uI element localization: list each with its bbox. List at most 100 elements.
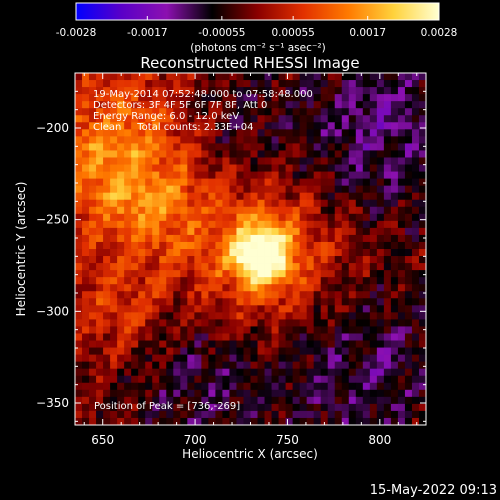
image-pixel — [390, 319, 399, 327]
image-pixel — [271, 347, 279, 355]
image-pixel — [152, 143, 160, 151]
image-pixel — [278, 220, 286, 229]
image-pixel — [285, 319, 294, 327]
image-pixel — [341, 340, 350, 348]
image-pixel — [334, 150, 343, 158]
image-pixel — [194, 199, 202, 208]
image-pixel — [257, 340, 265, 348]
image-pixel — [229, 234, 237, 243]
image-pixel — [75, 157, 83, 165]
image-pixel — [82, 263, 90, 271]
image-pixel — [145, 347, 153, 355]
image-pixel — [348, 291, 357, 299]
colorbar-frame — [75, 2, 440, 21]
image-pixel — [96, 291, 104, 299]
image-pixel — [264, 256, 272, 264]
image-pixel — [341, 129, 350, 137]
image-pixel — [334, 115, 343, 123]
image-pixel — [131, 115, 139, 123]
image-pixel — [166, 192, 174, 201]
image-pixel — [173, 354, 181, 363]
image-pixel — [264, 108, 272, 116]
image-pixel — [369, 171, 378, 179]
image-pixel — [313, 122, 322, 130]
image-pixel — [285, 340, 294, 348]
image-pixel — [362, 80, 371, 88]
image-pixel — [173, 347, 181, 355]
image-pixel — [369, 143, 378, 151]
image-pixel — [285, 256, 294, 264]
image-pixel — [327, 389, 336, 398]
image-pixel — [110, 277, 118, 285]
image-pixel — [229, 80, 237, 88]
image-pixel — [131, 164, 139, 172]
image-pixel — [327, 410, 336, 419]
image-pixel — [194, 143, 202, 151]
x-tick-label: 650 — [91, 433, 114, 447]
image-pixel — [96, 164, 104, 172]
image-pixel — [187, 241, 195, 250]
image-pixel — [397, 333, 406, 341]
image-pixel — [292, 256, 301, 264]
image-pixel — [390, 129, 399, 137]
image-pixel — [369, 206, 378, 215]
image-pixel — [250, 396, 258, 405]
image-pixel — [222, 333, 230, 341]
image-pixel — [390, 368, 399, 377]
image-pixel — [418, 305, 426, 313]
image-pixel — [208, 389, 216, 398]
image-pixel — [222, 361, 230, 370]
image-pixel — [82, 171, 90, 179]
image-pixel — [299, 94, 308, 102]
image-pixel — [215, 220, 223, 229]
image-pixel — [180, 108, 188, 116]
image-pixel — [82, 185, 90, 194]
image-pixel — [418, 192, 426, 201]
image-pixel — [229, 312, 237, 320]
image-pixel — [208, 263, 216, 271]
image-pixel — [145, 136, 153, 144]
image-pixel — [75, 249, 83, 257]
image-pixel — [208, 94, 216, 102]
image-pixel — [327, 333, 336, 341]
image-pixel — [257, 94, 265, 102]
image-pixel — [82, 220, 90, 229]
image-pixel — [243, 298, 251, 306]
image-pixel — [229, 213, 237, 222]
image-pixel — [229, 129, 237, 137]
image-pixel — [180, 361, 188, 370]
image-pixel — [271, 129, 279, 137]
image-pixel — [124, 157, 132, 165]
image-pixel — [383, 220, 392, 229]
image-pixel — [327, 326, 336, 334]
image-pixel — [89, 136, 97, 144]
image-pixel — [397, 206, 406, 215]
image-pixel — [257, 319, 265, 327]
image-pixel — [187, 206, 195, 215]
image-pixel — [152, 277, 160, 285]
image-pixel — [103, 108, 111, 116]
image-pixel — [376, 326, 385, 334]
image-pixel — [292, 347, 301, 355]
image-pixel — [264, 291, 272, 299]
image-pixel — [390, 305, 399, 313]
image-pixel — [278, 305, 286, 313]
image-pixel — [320, 396, 329, 405]
image-pixel — [222, 375, 230, 384]
image-pixel — [390, 410, 399, 419]
image-pixel — [376, 241, 385, 250]
image-pixel — [110, 87, 118, 95]
image-pixel — [222, 354, 230, 363]
image-pixel — [229, 256, 237, 264]
image-pixel — [103, 403, 111, 412]
image-pixel — [376, 333, 385, 341]
image-pixel — [411, 94, 420, 102]
image-pixel — [257, 249, 265, 257]
image-pixel — [355, 101, 364, 109]
image-pixel — [362, 150, 371, 158]
image-pixel — [250, 284, 258, 292]
image-pixel — [341, 220, 350, 229]
image-pixel — [257, 150, 265, 158]
image-pixel — [152, 227, 160, 236]
image-pixel — [187, 354, 195, 363]
